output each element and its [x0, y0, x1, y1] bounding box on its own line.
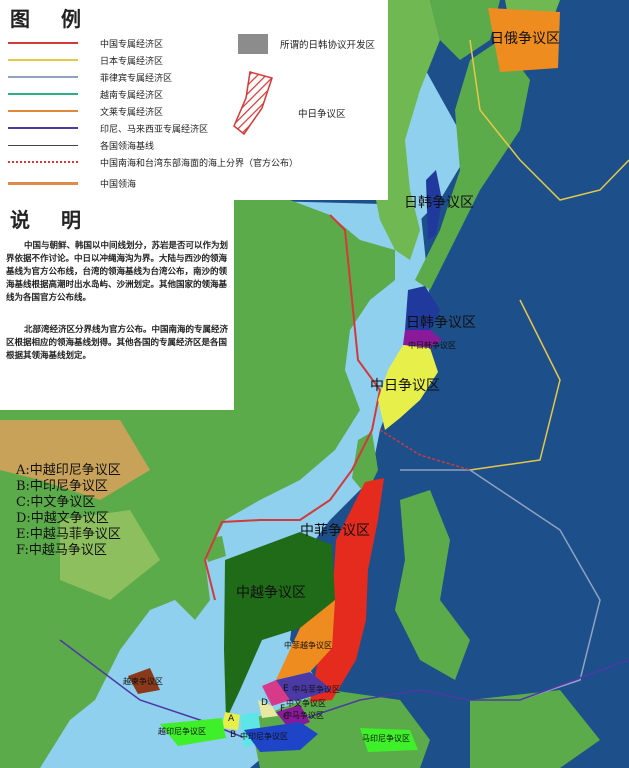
label-letter-b: B — [230, 730, 237, 740]
label-letter-a: A — [228, 714, 235, 724]
legend-item-official-boundary: 中国南海和台湾东部海面的海上分界（官方公布） — [8, 155, 298, 169]
indonesia-malaysia-eez-line — [299, 659, 629, 721]
label-zhong-ri: 中日争议区 — [370, 378, 440, 394]
zone-yue-yin-ni — [160, 718, 226, 746]
philippines — [395, 490, 470, 680]
zone-zhong-fei-yue — [276, 600, 335, 680]
legend-item-japan-eez: 日本专属经济区 — [8, 53, 163, 67]
highland-terrain — [0, 420, 150, 500]
legend-label: 所谓的日韩协议开发区 — [280, 40, 376, 51]
zone-ri-e — [488, 8, 560, 72]
zone-zhong-yin-ni — [244, 722, 318, 752]
label-zhong-ma-fei: 中马菲争议区 — [292, 685, 340, 694]
plateau-terrain — [60, 510, 160, 600]
zone-zhong-yue — [224, 532, 335, 720]
taiwan — [352, 432, 378, 495]
legend-swatch — [8, 161, 78, 163]
label-ma-yin-ni: 马印尼争议区 — [362, 734, 410, 743]
zone-a — [222, 712, 240, 730]
russia-coast — [430, 0, 500, 60]
legend-label: 文莱专属经济区 — [100, 107, 164, 118]
sulawesi — [470, 690, 600, 768]
zone-ma-yin-ni — [360, 728, 418, 752]
legend-swatch — [8, 76, 78, 78]
legend-item-china-eez: 中国专属经济区 — [8, 36, 163, 50]
legend-swatch — [8, 181, 78, 185]
japan-eez-line — [469, 39, 629, 471]
japan-islands — [415, 40, 530, 290]
indonesia-eez-line-west — [59, 639, 251, 741]
key-item-e: E:中越马菲争议区 — [16, 527, 121, 542]
notes-title: 说 明 — [10, 208, 93, 232]
zone-yue-jian — [128, 668, 160, 694]
legend-item-vietnam-eez: 越南专属经济区 — [8, 87, 163, 101]
notes-paragraph-1: 中国与朝鲜、韩国以中间线划分，苏岩是否可以作为划界依据不作讨论。中日以冲绳海沟为… — [6, 241, 229, 303]
key-item-c: C:中文争议区 — [16, 495, 96, 510]
key-item-b: B:中印尼争议区 — [16, 479, 108, 494]
legend-label: 日本专属经济区 — [100, 56, 164, 67]
china-eez-line — [203, 214, 382, 601]
label-letter-e: E — [283, 684, 289, 694]
zone-d — [258, 700, 278, 718]
label-ri-han-1: 日韩争议区 — [404, 195, 474, 211]
legend-label: 印尼、马来西亚专属经济区 — [100, 124, 209, 135]
legend-swatch — [8, 59, 78, 61]
label-ri-han-2: 日韩争议区 — [406, 315, 476, 331]
legend-panel: 图 例 中国专属经济区 日本专属经济区 菲律宾专属经济区 越南专属经济区 文莱专… — [0, 0, 388, 200]
zone-zhong-ri-han — [403, 330, 442, 348]
legend-label: 菲律宾专属经济区 — [100, 73, 173, 84]
legend-item-philippine-eez: 菲律宾专属经济区 — [8, 70, 172, 84]
korean-peninsula — [372, 0, 440, 260]
gray-zone-swatch — [238, 34, 268, 54]
label-zhong-fei-yue: 中菲越争议区 — [284, 641, 332, 650]
legend-item-brunei-eez: 文莱专属经济区 — [8, 104, 163, 118]
label-ri-e: 日俄争议区 — [490, 31, 560, 47]
region-key: A:中越印尼争议区 B:中印尼争议区 C:中文争议区 D:中越文争议区 E:中越… — [16, 463, 121, 559]
label-letter-d: D — [261, 698, 268, 708]
key-item-f: F:中越马争议区 — [16, 543, 107, 558]
legend-swatch — [8, 93, 78, 95]
legend-label: 中国南海和台湾东部海面的海上分界（官方公布） — [100, 158, 299, 169]
label-zhong-fei: 中菲争议区 — [300, 523, 370, 539]
legend-swatch — [8, 127, 78, 129]
philippine-eez-line — [400, 469, 601, 701]
label-zhong-ma: 中马争议区 — [284, 711, 324, 720]
official-sea-boundary — [379, 429, 471, 471]
label-yue-yin-ni: 越印尼争议区 — [158, 727, 206, 736]
label-zhong-ri-han: 中日韩争议区 — [408, 341, 456, 350]
legend-item-hatch-zone: 中日争议区 — [230, 68, 346, 138]
hatch-zone-swatch — [233, 71, 273, 136]
zone-e — [262, 680, 290, 706]
legend-label: 中国领海 — [100, 179, 137, 190]
label-zhong-wen: 中文争议区 — [286, 699, 326, 708]
key-item-d: D:中越文争议区 — [16, 511, 109, 526]
legend-item-indonesia-malaysia-eez: 印尼、马来西亚专属经济区 — [8, 121, 208, 135]
zone-zhong-ri — [378, 345, 438, 430]
legend-label: 中日争议区 — [298, 109, 346, 120]
legend-swatch — [8, 110, 78, 112]
notes-panel: 说 明 中国与朝鲜、韩国以中间线划分，苏岩是否可以作为划界依据不作讨论。中日以冲… — [0, 200, 234, 410]
notes-paragraph-2: 北部湾经济区分界线为官方公布。中国南海的专属经济区根据相应的领海基线划得。其他各… — [6, 325, 229, 361]
key-item-a: A:中越印尼争议区 — [16, 463, 121, 478]
label-letter-f: F — [280, 704, 286, 714]
legend-label: 中国专属经济区 — [100, 39, 164, 50]
asian-mainland — [0, 200, 395, 768]
zone-ri-han-1 — [426, 170, 442, 240]
legend-swatch — [8, 42, 78, 44]
label-letter-c: C — [283, 712, 290, 722]
legend-item-baselines: 各国领海基线 — [8, 138, 154, 152]
legend-item-gray-zone: 所谓的日韩协议开发区 — [238, 34, 375, 54]
zone-ri-han-2 — [405, 286, 440, 330]
legend-label: 各国领海基线 — [100, 141, 155, 152]
legend-label: 越南专属经济区 — [100, 90, 164, 101]
legend-title: 图 例 — [10, 7, 93, 31]
label-yue-jian: 越柬争议区 — [123, 677, 163, 686]
legend-item-china-territorial-sea: 中国领海 — [8, 176, 136, 190]
label-zhong-yin-ni: 中印尼争议区 — [240, 732, 288, 741]
label-zhong-yue: 中越争议区 — [236, 585, 306, 601]
legend-swatch — [8, 144, 78, 146]
